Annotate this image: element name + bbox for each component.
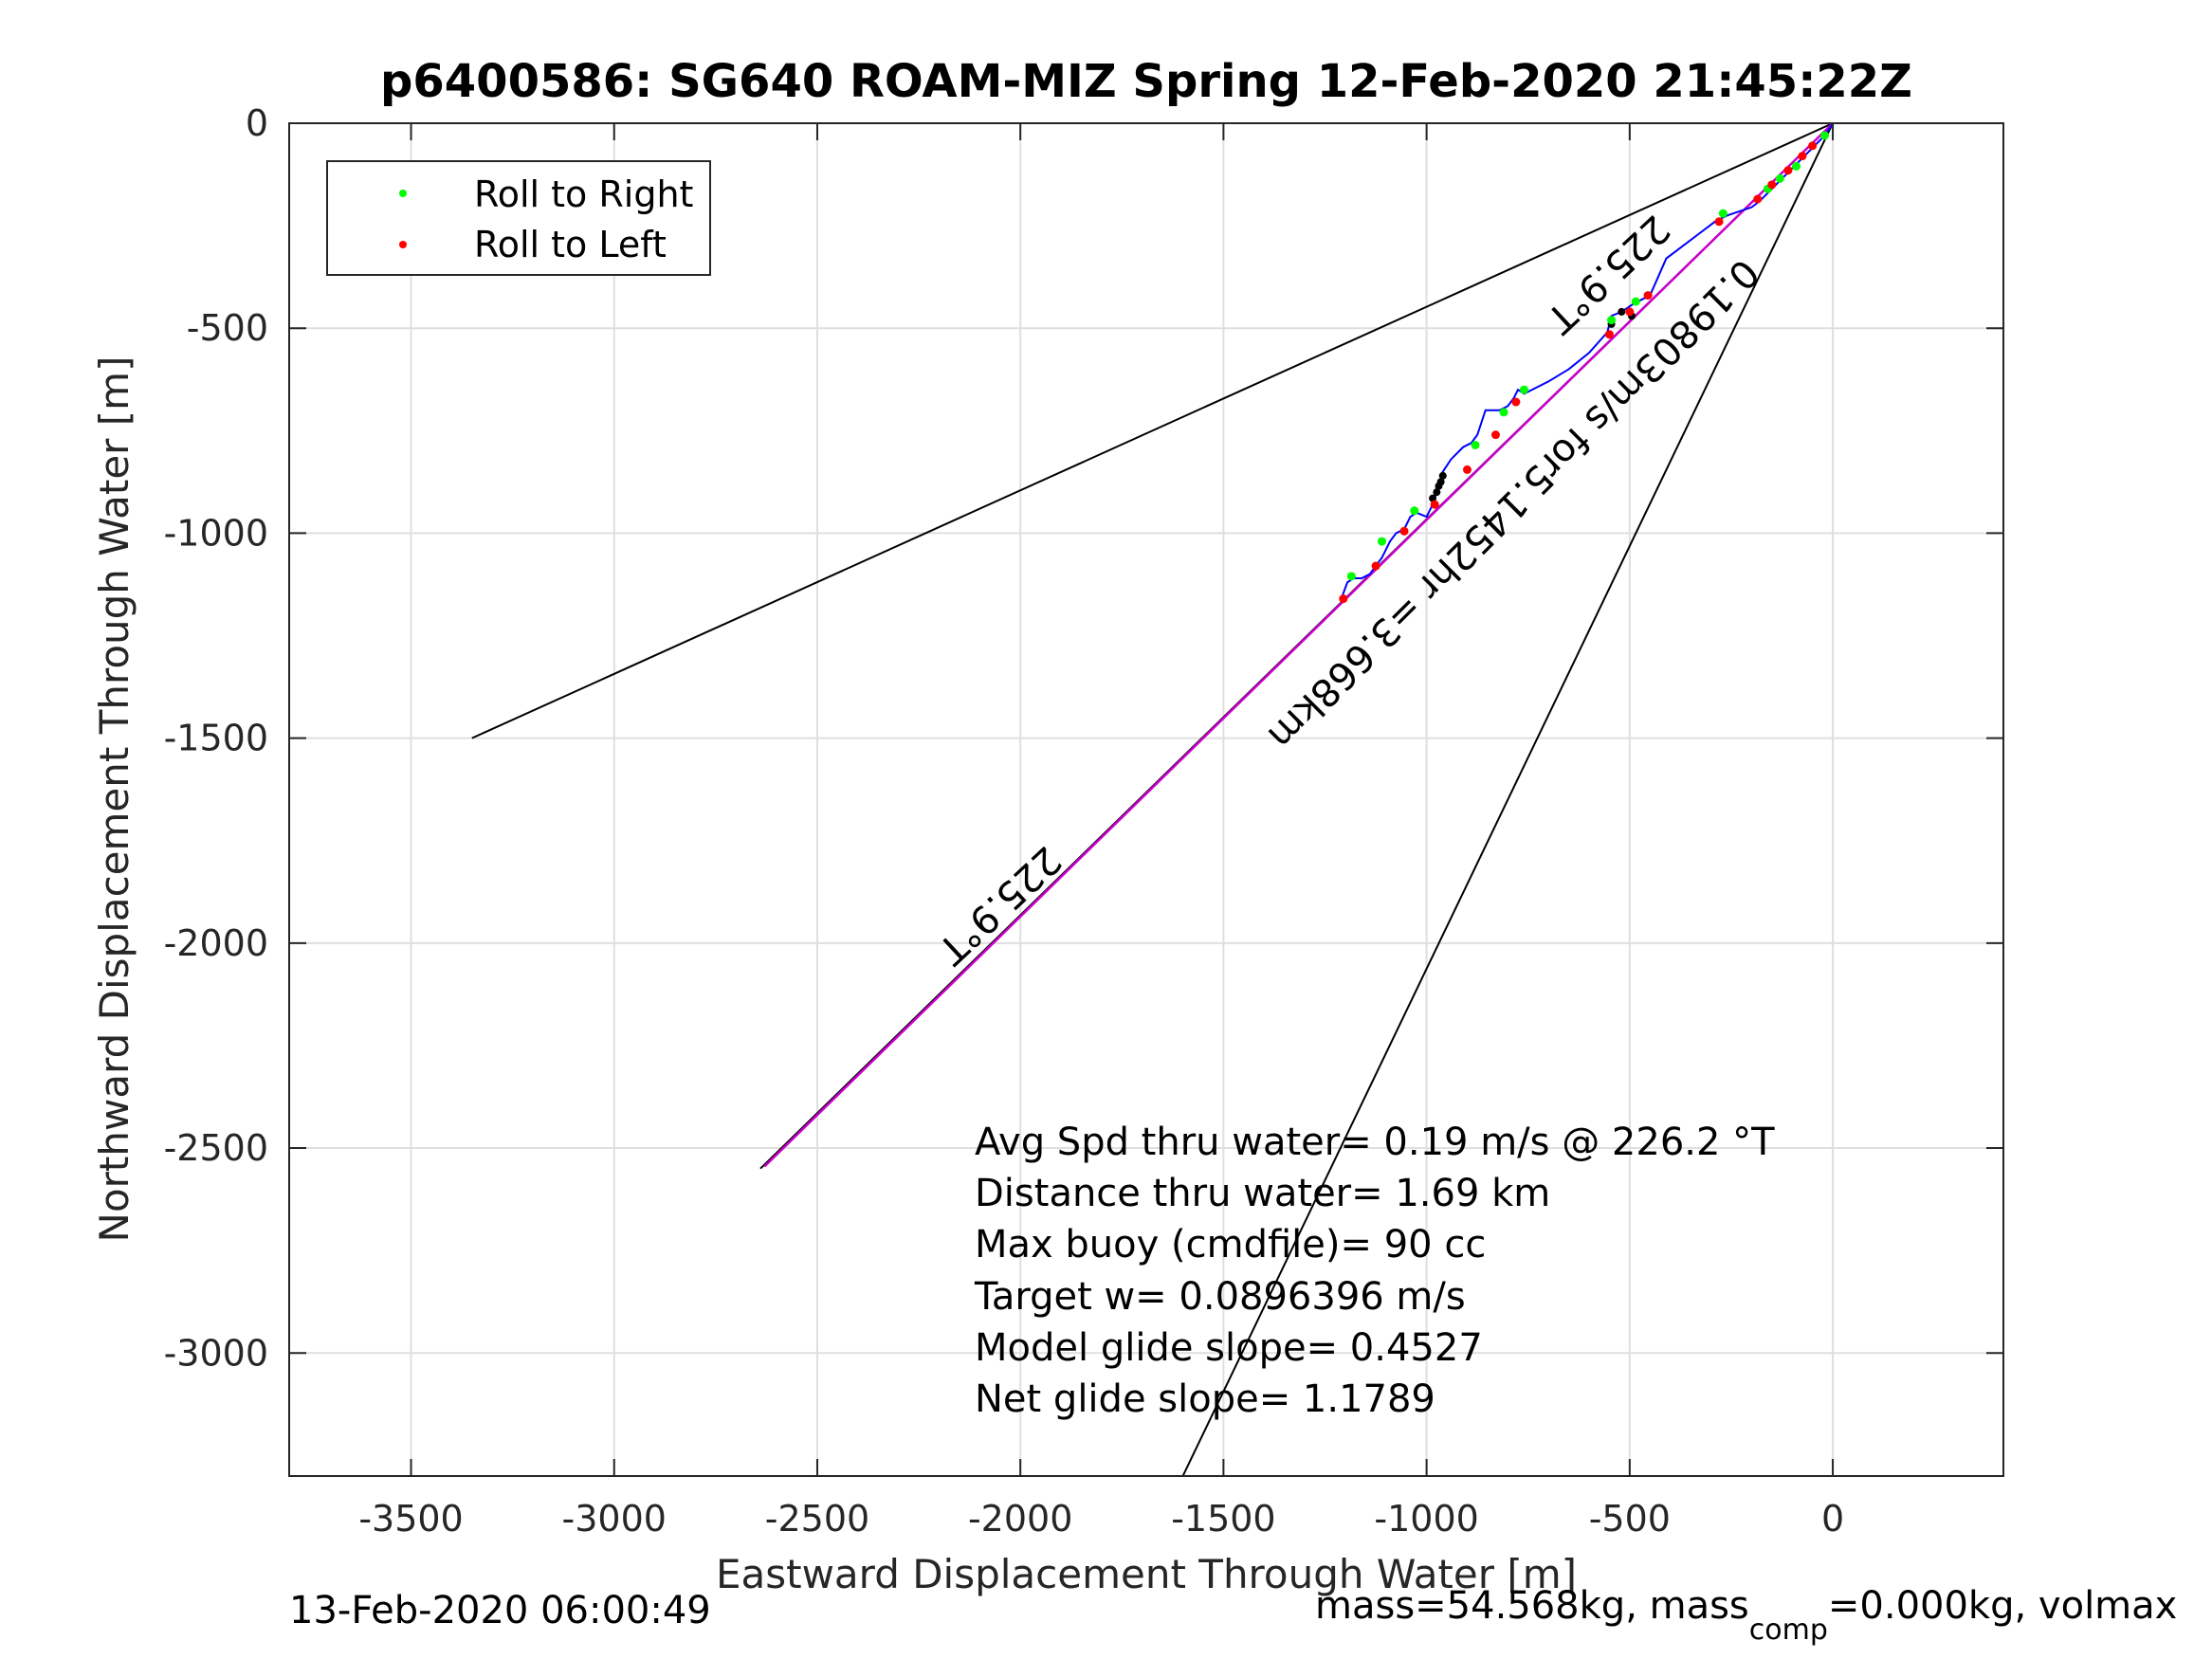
roll-left-point bbox=[1783, 166, 1793, 175]
x-tick-label: -2500 bbox=[765, 1498, 869, 1540]
stats-line-1: Avg Spd thru water= 0.19 m/s @ 226.2 °T bbox=[975, 1121, 1775, 1164]
roll-right-point bbox=[1346, 572, 1356, 581]
roll-right-point bbox=[1775, 173, 1784, 183]
guide-line bbox=[471, 123, 1834, 739]
roll-left-point bbox=[1511, 397, 1521, 407]
legend-marker-roll-right bbox=[399, 190, 407, 197]
roll-left-point bbox=[1767, 180, 1777, 190]
roll-left-point bbox=[1643, 291, 1653, 301]
roll-left-point bbox=[1798, 152, 1807, 161]
roll-right-point bbox=[1519, 385, 1528, 394]
roll-left-point bbox=[1430, 500, 1439, 509]
x-tick-label: 0 bbox=[1821, 1498, 1844, 1540]
guide-line bbox=[1181, 123, 1834, 1476]
x-tick-label: -500 bbox=[1589, 1498, 1671, 1540]
x-tick-label: -3500 bbox=[358, 1498, 463, 1540]
y-tick-label: -3000 bbox=[164, 1332, 268, 1374]
x-axis-label: Eastward Displacement Through Water [m] bbox=[716, 1551, 1577, 1597]
turn-point bbox=[1438, 471, 1447, 480]
x-tick-label: -1000 bbox=[1374, 1498, 1478, 1540]
tick-marks bbox=[289, 122, 2003, 1476]
roll-left-point bbox=[1371, 561, 1380, 571]
grid-lines bbox=[289, 122, 2003, 1476]
roll-left-point bbox=[1625, 307, 1635, 317]
y-axis-label: Northward Displacement Through Water [m] bbox=[91, 356, 137, 1243]
y-tick-label: -1500 bbox=[164, 718, 268, 759]
roll-right-point bbox=[1471, 440, 1480, 449]
roll-right-point bbox=[1377, 537, 1386, 546]
plot-area bbox=[289, 123, 2003, 1476]
stats-line-3: Max buoy (cmdfile)= 90 cc bbox=[975, 1223, 1486, 1267]
roll-left-point bbox=[1339, 594, 1348, 604]
roll-right-point bbox=[1607, 316, 1617, 325]
roll-left-point bbox=[1714, 217, 1724, 227]
roll-right-point bbox=[1819, 131, 1829, 140]
footer-mass-subscript: comp bbox=[1749, 1613, 1828, 1647]
footer-mass-part2: =0.000kg, volmax bbox=[1828, 1584, 2177, 1628]
legend-label-roll-left: Roll to Left bbox=[474, 224, 667, 265]
stats-line-5: Model glide slope= 0.4527 bbox=[975, 1326, 1483, 1370]
y-tick-label: 0 bbox=[246, 102, 268, 144]
footer-mass-info: mass=54.568kg, masscomp=0.000kg, volmax bbox=[1315, 1584, 2177, 1647]
x-tick-label: -1500 bbox=[1171, 1498, 1275, 1540]
stats-line-6: Net glide slope= 1.1789 bbox=[975, 1377, 1435, 1421]
legend-marker-roll-left bbox=[399, 241, 407, 248]
roll-left-point bbox=[1604, 330, 1614, 339]
roll-right-point bbox=[1499, 408, 1508, 417]
y-tick-label: -1000 bbox=[164, 512, 268, 554]
roll-right-point bbox=[1410, 506, 1419, 516]
markers-group bbox=[1339, 131, 1829, 604]
roll-left-point bbox=[1490, 430, 1500, 440]
y-tick-label: -2000 bbox=[164, 922, 268, 964]
stats-line-4: Target w= 0.0896396 m/s bbox=[974, 1275, 1466, 1319]
roll-right-point bbox=[1718, 209, 1728, 218]
roll-right-point bbox=[1791, 161, 1801, 171]
stats-block: Avg Spd thru water= 0.19 m/s @ 226.2 °T … bbox=[974, 1121, 1775, 1421]
y-tick-label: -500 bbox=[187, 307, 268, 349]
stats-line-2: Distance thru water= 1.69 km bbox=[975, 1172, 1550, 1215]
heading-line bbox=[763, 123, 1834, 1168]
legend: Roll to Right Roll to Left bbox=[326, 160, 711, 276]
footer-timestamp: 13-Feb-2020 06:00:49 bbox=[289, 1589, 711, 1632]
chart-title: p6400586: SG640 ROAM-MIZ Spring 12-Feb-2… bbox=[380, 55, 1912, 108]
roll-left-point bbox=[1753, 194, 1763, 204]
turn-point bbox=[1435, 482, 1443, 490]
roll-left-point bbox=[1462, 465, 1472, 474]
legend-label-roll-right: Roll to Right bbox=[474, 173, 693, 215]
x-tick-labels: -3500 -3000 -2500 -2000 -1500 -1000 -500 0 bbox=[358, 1498, 1844, 1540]
x-tick-label: -3000 bbox=[562, 1498, 667, 1540]
y-tick-labels: 0 -500 -1000 -1500 -2000 -2500 -3000 bbox=[164, 102, 268, 1374]
x-tick-label: -2000 bbox=[968, 1498, 1072, 1540]
turn-point bbox=[1433, 488, 1441, 497]
heading-line-group bbox=[763, 123, 1834, 1168]
footer-mass-part1: mass=54.568kg, mass bbox=[1315, 1584, 1749, 1628]
turn-point bbox=[1618, 307, 1626, 316]
roll-left-point bbox=[1808, 141, 1818, 151]
roll-left-point bbox=[1399, 526, 1409, 536]
y-tick-label: -2500 bbox=[164, 1127, 268, 1169]
roll-right-point bbox=[1631, 297, 1640, 306]
legend-box bbox=[326, 160, 711, 276]
axes-box bbox=[288, 122, 2004, 1477]
